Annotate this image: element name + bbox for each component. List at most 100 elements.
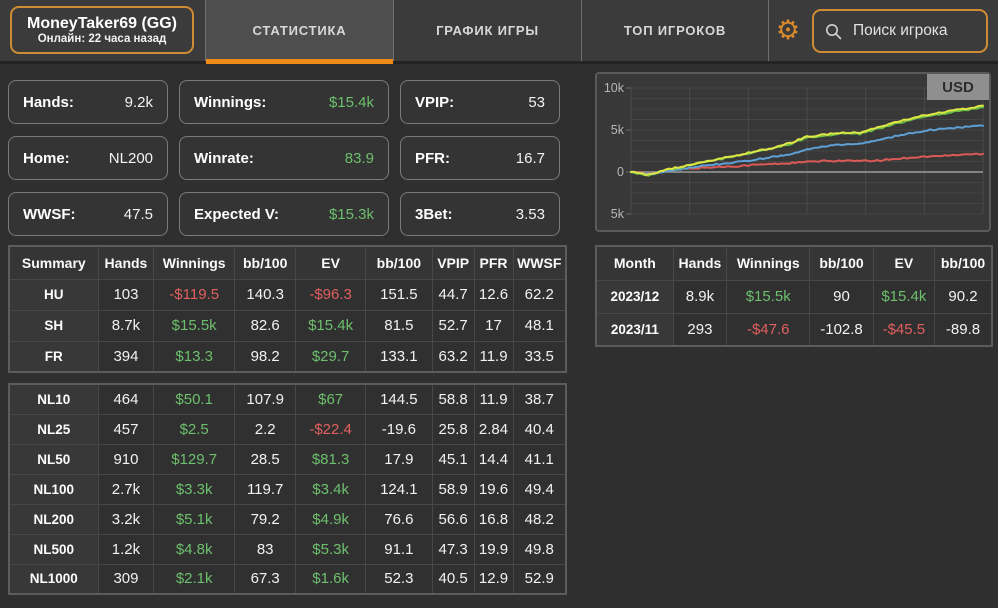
stat-cell: 119.7	[234, 473, 297, 505]
search-box[interactable]	[812, 9, 988, 53]
stat-cell: 44.7	[431, 278, 475, 311]
stat-cell: 140.3	[234, 278, 297, 311]
stat-cell: 910	[97, 443, 155, 475]
stat-cell: 107.9	[234, 383, 297, 415]
stats-cards: Hands: 9.2k Winnings: $15.4k VPIP: 53 Home: NL2…	[8, 80, 560, 236]
stat-cell: -$96.3	[295, 278, 366, 311]
stakes-table: NL10 464 $50.1 107.9 $67 144.5 58.8 11.9 38.7 NL2…	[8, 383, 567, 595]
search-input[interactable]	[851, 21, 975, 41]
stat-cell: 38.7	[512, 383, 567, 415]
stat-cell: 47.3	[431, 533, 475, 565]
stat-card: Winrate: 83.9	[179, 136, 389, 180]
stat-cell: 49.4	[512, 473, 567, 505]
header-row: Summary Hands Winnings bb/100 EV bb/100 VPIP PF…	[8, 245, 567, 280]
player-name: MoneyTaker69 (GG)	[27, 14, 177, 32]
search-icon	[826, 23, 842, 39]
stat-cell: $15.4k	[295, 309, 366, 342]
currency-badge[interactable]: USD	[927, 74, 989, 100]
table-row: SH 8.7k $15.5k 82.6 $15.4k 81.5 52.7 17 48.1	[8, 309, 567, 342]
column-header: EV	[872, 245, 936, 281]
settings-gear-icon[interactable]: ⚙	[775, 15, 801, 45]
months-table: Month Hands Winnings bb/100 EV bb/100 2023/12…	[595, 245, 993, 347]
column-header: bb/100	[364, 245, 433, 280]
row-label: NL50	[8, 443, 99, 475]
stat-cell: $13.3	[153, 340, 236, 373]
table-row: NL10 464 $50.1 107.9 $67 144.5 58.8 11.9 38.7	[8, 383, 567, 415]
stat-cell: 63.2	[431, 340, 475, 373]
stat-cell: 14.4	[473, 443, 514, 475]
stat-cell: 457	[97, 413, 155, 445]
stat-card: Home: NL200	[8, 136, 168, 180]
stat-cell: $129.7	[153, 443, 236, 475]
main-content: Hands: 9.2k Winnings: $15.4k VPIP: 53 Home: NL2…	[0, 64, 998, 608]
stat-cell: $2.5	[153, 413, 236, 445]
stat-cell: 3.2k	[97, 503, 155, 535]
tab-game-graph[interactable]: ГРАФИК ИГРЫ	[393, 0, 581, 61]
tab-statistics[interactable]: СТАТИСТИКА	[205, 0, 393, 64]
stat-value: $15.4k	[328, 93, 374, 111]
stat-cell: 33.5	[512, 340, 567, 373]
stat-cell: 8.9k	[672, 279, 728, 314]
stat-cell: 49.8	[512, 533, 567, 565]
stat-cell: 103	[97, 278, 155, 311]
tab-top-players[interactable]: ТОП ИГРОКОВ	[581, 0, 769, 61]
row-label: NL200	[8, 503, 99, 535]
stat-value: 47.5	[123, 205, 153, 223]
stat-card: Expected V: $15.3k	[179, 192, 389, 236]
stat-cell: $29.7	[295, 340, 366, 373]
player-online-status: Онлайн: 22 часа назад	[37, 33, 167, 46]
table-row: FR 394 $13.3 98.2 $29.7 133.1 63.2 11.9 33.5	[8, 340, 567, 373]
row-label: NL10	[8, 383, 99, 415]
row-label: 2023/11	[595, 312, 674, 347]
stat-cell: 62.2	[512, 278, 567, 311]
stat-value: 16.7	[515, 149, 545, 167]
stat-cell: 90.2	[934, 279, 993, 314]
stat-cell: 2.7k	[97, 473, 155, 505]
header-row: Month Hands Winnings bb/100 EV bb/100	[595, 245, 993, 281]
stat-cell: 144.5	[364, 383, 433, 415]
column-header: WWSF	[512, 245, 567, 280]
column-header: VPIP	[431, 245, 475, 280]
stat-cell: 17	[473, 309, 514, 342]
stat-cell: 48.1	[512, 309, 567, 342]
stat-cell: $15.5k	[153, 309, 236, 342]
stat-label: Winnings:	[194, 93, 267, 111]
yellow-line	[630, 104, 984, 176]
blue-line	[630, 124, 984, 176]
y-axis-tick-label: 5k	[611, 123, 625, 137]
stat-cell: 48.2	[512, 503, 567, 535]
stat-label: VPIP:	[415, 93, 455, 111]
summary-table-header: Summary Hands Winnings bb/100 EV bb/100 VPIP PF…	[8, 245, 567, 280]
stat-cell: 56.6	[431, 503, 475, 535]
stat-cell: 12.9	[473, 563, 514, 595]
stat-cell: 52.3	[364, 563, 433, 595]
column-header: Hands	[97, 245, 155, 280]
stat-label: 3Bet:	[415, 205, 453, 223]
stat-cell: $3.4k	[295, 473, 366, 505]
top-bar: MoneyTaker69 (GG) Онлайн: 22 часа назад …	[0, 0, 998, 64]
stat-card: WWSF: 47.5	[8, 192, 168, 236]
stat-label: Home:	[23, 149, 70, 167]
stat-value: 9.2k	[124, 93, 153, 111]
stat-cell: 40.5	[431, 563, 475, 595]
stat-cell: $50.1	[153, 383, 236, 415]
stat-cell: -89.8	[934, 312, 993, 347]
stat-cell: 79.2	[234, 503, 297, 535]
stat-cell: -$47.6	[726, 312, 811, 347]
stat-card: PFR: 16.7	[400, 136, 560, 180]
stat-cell: 58.8	[431, 383, 475, 415]
player-badge: MoneyTaker69 (GG) Онлайн: 22 часа назад	[10, 6, 194, 54]
stat-value: 83.9	[344, 149, 374, 167]
table-row: HU 103 -$119.5 140.3 -$96.3 151.5 44.7 12.6 62.2	[8, 278, 567, 311]
row-label: NL25	[8, 413, 99, 445]
column-header: bb/100	[809, 245, 874, 281]
stat-cell: 41.1	[512, 443, 567, 475]
y-axis-tick-label: 5k	[611, 207, 625, 221]
y-axis-tick-label: 10k	[604, 81, 625, 95]
row-label: HU	[8, 278, 99, 311]
stat-cell: $15.5k	[726, 279, 811, 314]
winnings-chart-canvas: 10k 5k 0 5k	[604, 81, 984, 221]
stat-cell: $5.3k	[295, 533, 366, 565]
column-header: Winnings	[726, 245, 811, 281]
months-table-header: Month Hands Winnings bb/100 EV bb/100	[595, 245, 993, 281]
